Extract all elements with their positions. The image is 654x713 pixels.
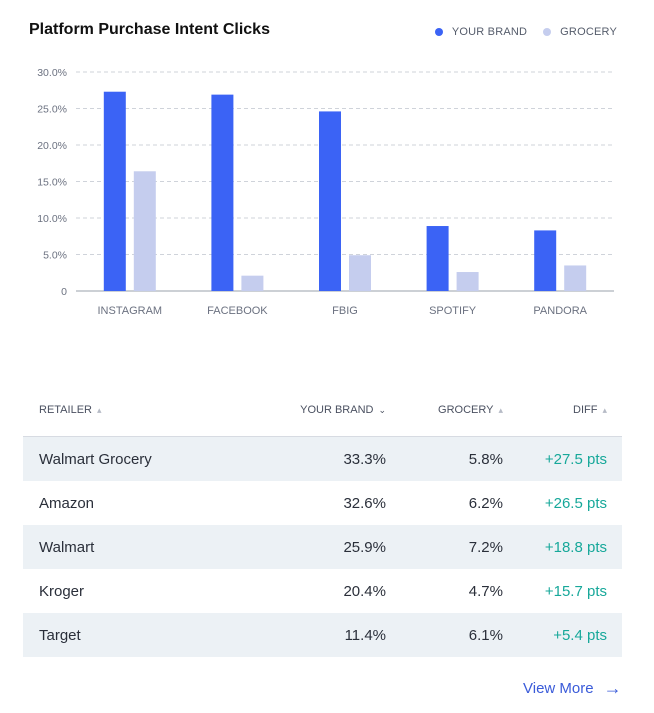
bar [534, 230, 557, 291]
table-row[interactable]: Walmart Grocery 33.3% 5.8% +27.5 pts [23, 437, 622, 481]
cell-your-brand: 11.4% [344, 626, 386, 644]
header-label: YOUR BRAND [300, 404, 374, 416]
cell-grocery: 4.7% [468, 582, 503, 600]
header-retailer[interactable]: RETAILER ▴︎ [23, 404, 238, 416]
y-tick-label: 15.0% [37, 177, 67, 189]
bar [564, 265, 587, 291]
cell-retailer: Kroger [39, 582, 85, 600]
bar [133, 171, 156, 291]
cell-diff: +26.5 pts [544, 494, 607, 512]
chart-legend: YOUR BRAND GROCERY [419, 26, 617, 38]
header-your-brand[interactable]: YOUR BRAND ⌄ [238, 404, 386, 416]
cell-diff: +27.5 pts [544, 450, 607, 468]
bar [456, 272, 479, 291]
x-tick-label: FBIG [332, 305, 358, 317]
bar-chart: 0 5.0% 10.0% 15.0% 20.0% 25.0% 30.0% INSTAGRAM F… [37, 67, 614, 317]
header-diff[interactable]: DIFF ▴︎ [503, 404, 607, 416]
bar [241, 275, 264, 291]
legend-dot-icon [434, 28, 443, 36]
cell-your-brand: 20.4% [343, 582, 386, 600]
bar [319, 111, 341, 291]
y-tick-label: 5.0% [43, 250, 67, 262]
legend-item-your-brand[interactable]: YOUR BRAND [434, 26, 528, 38]
view-more-label: View More [523, 680, 594, 697]
bar [211, 94, 234, 291]
header-label: GROCERY [438, 404, 494, 416]
legend-item-grocery[interactable]: GROCERY [543, 26, 617, 38]
table-row[interactable]: Kroger 20.4% 4.7% +15.7 pts [23, 569, 622, 613]
retailer-table: RETAILER ▴︎ YOUR BRAND ⌄ GROCERY ▴︎ DIFF… [23, 384, 622, 657]
cell-grocery: 5.8% [468, 450, 503, 468]
cell-retailer: Amazon [39, 494, 95, 512]
cell-grocery: 6.2% [468, 494, 503, 512]
header-label: DIFF [573, 404, 598, 416]
y-tick-label: 20.0% [37, 140, 67, 152]
y-tick-label: 25.0% [37, 104, 67, 116]
x-tick-label: SPOTIFY [429, 305, 477, 317]
table-row[interactable]: Amazon 32.6% 6.2% +26.5 pts [23, 481, 622, 525]
cell-your-brand: 25.9% [343, 538, 386, 556]
chart-title: Platform Purchase Intent Clicks [29, 21, 270, 38]
cell-grocery: 6.1% [468, 626, 503, 644]
chart-card: Platform Purchase Intent Clicks YOUR BRA… [0, 0, 654, 330]
arrow-right-icon: → [603, 678, 622, 698]
bar [349, 255, 371, 291]
bar [426, 226, 449, 291]
table-header: RETAILER ▴︎ YOUR BRAND ⌄ GROCERY ▴︎ DIFF… [23, 384, 622, 437]
cell-diff: +5.4 pts [553, 626, 607, 644]
sort-desc-icon: ⌄ [378, 404, 386, 415]
sort-icon: ▴︎ [602, 404, 607, 415]
x-tick-label: INSTAGRAM [98, 305, 163, 317]
y-tick-label: 10.0% [37, 213, 67, 225]
header-grocery[interactable]: GROCERY ▴︎ [386, 404, 503, 416]
legend-label: YOUR BRAND [451, 26, 528, 38]
y-tick-label: 0 [61, 286, 67, 298]
bar [103, 91, 126, 292]
cell-retailer: Walmart [39, 538, 95, 556]
legend-label: GROCERY [560, 26, 617, 38]
x-tick-label: PANDORA [533, 305, 587, 317]
cell-grocery: 7.2% [468, 538, 503, 556]
cell-your-brand: 33.3% [343, 450, 386, 468]
view-more-link[interactable]: View More → [523, 678, 622, 699]
y-tick-label: 30.0% [37, 67, 67, 79]
cell-diff: +18.8 pts [544, 538, 607, 556]
table-row[interactable]: Walmart 25.9% 7.2% +18.8 pts [23, 525, 622, 569]
x-tick-label: FACEBOOK [207, 305, 268, 317]
legend-dot-icon [543, 28, 552, 36]
table-body: Walmart Grocery 33.3% 5.8% +27.5 pts Amazon 3… [23, 437, 622, 657]
sort-icon: ▴︎ [96, 404, 102, 415]
cell-retailer: Target [39, 626, 81, 644]
cell-diff: +15.7 pts [544, 582, 607, 600]
table-row[interactable]: Target 11.4% 6.1% +5.4 pts [23, 613, 622, 657]
sort-icon: ▴︎ [498, 404, 503, 415]
cell-your-brand: 32.6% [343, 494, 386, 512]
header-label: RETAILER [39, 404, 92, 416]
cell-retailer: Walmart Grocery [39, 450, 152, 468]
